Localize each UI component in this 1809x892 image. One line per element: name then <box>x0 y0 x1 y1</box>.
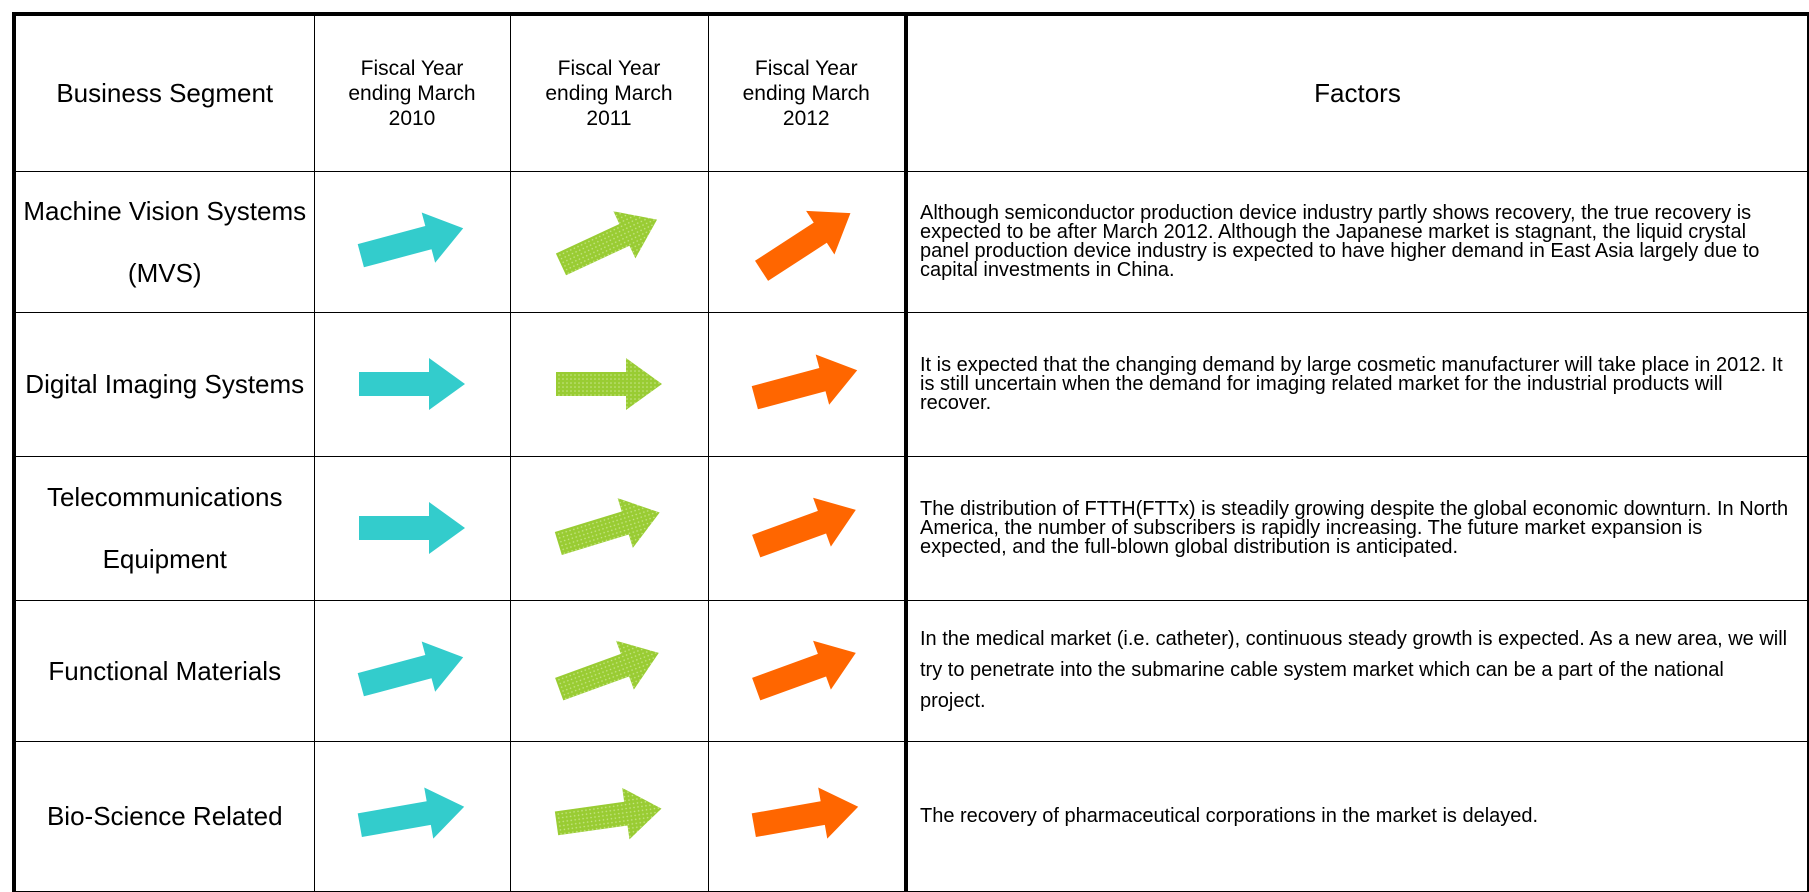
trend-arrow <box>752 497 857 558</box>
row: Telecommunications Equipment The distrib… <box>13 455 1809 601</box>
segment-cell: Machine Vision Systems (MVS) <box>13 170 315 313</box>
segment-cell: Bio-Science Related <box>13 740 315 892</box>
arrow-cell <box>509 455 709 601</box>
outlook-table: Business Segment Fiscal Year ending Marc… <box>12 12 1809 892</box>
arrow-shape <box>359 358 465 410</box>
arrow-shape <box>555 210 658 275</box>
arrow-cell <box>707 599 908 742</box>
arrow-cell <box>707 455 908 601</box>
trend-arrow <box>359 358 465 410</box>
arrow-shape <box>357 787 465 839</box>
arrow-cell <box>313 740 511 892</box>
trend-arrow <box>755 210 851 281</box>
arrow-cell <box>313 599 511 742</box>
header-row: Business Segment Fiscal Year ending Marc… <box>13 13 1809 172</box>
factors-cell: The recovery of pharmaceutical corporati… <box>905 740 1809 892</box>
factors-cell: It is expected that the changing demand … <box>905 311 1809 457</box>
arrow-shape <box>755 210 851 281</box>
trend-arrow <box>751 787 859 839</box>
header-cell: Business Segment <box>13 13 315 172</box>
row: Digital Imaging Systems It is expected t… <box>13 311 1809 457</box>
trend-arrow <box>554 787 662 840</box>
factors-cell: In the medical market (i.e. catheter), c… <box>905 599 1809 742</box>
arrow-cell <box>707 170 908 313</box>
trend-arrow <box>752 640 857 700</box>
arrow-shape <box>359 502 465 554</box>
arrow-cell <box>313 170 511 313</box>
arrow-cell <box>313 455 511 601</box>
arrow-shape <box>554 498 660 555</box>
trend-arrow <box>556 358 662 410</box>
factors-cell: The distribution of FTTH(FTTx) is steadi… <box>905 455 1809 601</box>
arrow-cell <box>313 311 511 457</box>
arrow-cell <box>509 170 709 313</box>
segment-cell: Digital Imaging Systems <box>13 311 315 457</box>
arrow-cell <box>509 599 709 742</box>
arrow-shape <box>751 787 859 839</box>
header-cell: Factors <box>905 13 1809 172</box>
trend-arrow <box>357 787 465 839</box>
segment-cell: Telecommunications Equipment <box>13 455 315 601</box>
trend-arrow <box>554 498 660 555</box>
segment-cell: Functional Materials <box>13 599 315 742</box>
arrow-cell <box>509 311 709 457</box>
arrow-shape <box>555 640 659 700</box>
trend-arrow <box>751 354 858 410</box>
arrow-cell <box>707 740 908 892</box>
trend-arrow <box>555 210 658 275</box>
arrow-shape <box>752 497 857 558</box>
trend-arrow <box>359 502 465 554</box>
row: Machine Vision Systems (MVS) Although se… <box>13 170 1809 313</box>
arrow-shape <box>752 640 857 700</box>
row: Functional Materials In the medical mark… <box>13 599 1809 742</box>
header-cell: Fiscal Year ending March 2011 <box>509 13 709 172</box>
trend-arrow <box>357 211 464 267</box>
arrow-shape <box>357 640 464 696</box>
arrow-shape <box>751 354 858 410</box>
row: Bio-Science Related The recovery of phar… <box>13 740 1809 892</box>
factors-cell: Although semiconductor production device… <box>905 170 1809 313</box>
header-cell: Fiscal Year ending March 2010 <box>313 13 511 172</box>
arrow-shape <box>554 787 662 840</box>
arrow-cell <box>707 311 908 457</box>
trend-arrow <box>357 640 464 696</box>
arrow-shape <box>556 358 662 410</box>
arrow-cell <box>509 740 709 892</box>
arrow-shape <box>357 211 464 267</box>
header-cell: Fiscal Year ending March 2012 <box>707 13 908 172</box>
trend-arrow <box>555 640 659 700</box>
